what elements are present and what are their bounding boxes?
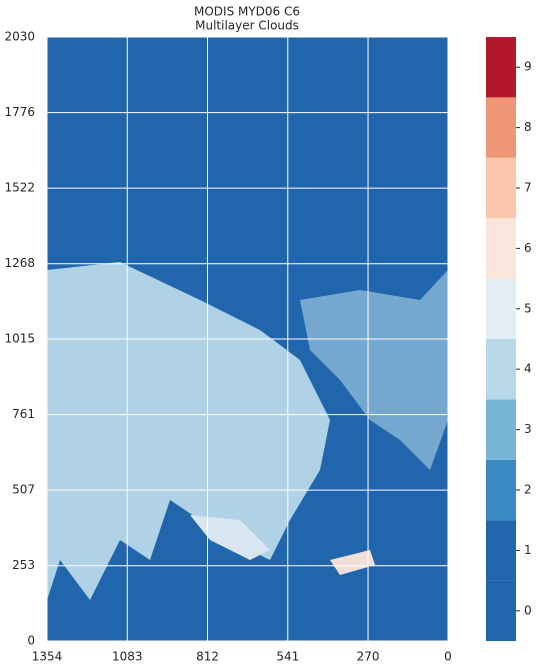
colorbar-tick-label: 3	[524, 422, 532, 436]
cloud-field	[47, 262, 448, 600]
x-tick-label: 541	[276, 650, 299, 664]
cloud-region	[190, 515, 270, 560]
colorbar-tick-label: 7	[524, 181, 532, 195]
y-tick-label: 253	[12, 558, 35, 572]
colorbar-tick-label: 5	[524, 301, 532, 315]
y-tick-label: 1522	[4, 181, 35, 195]
colorbar-segment	[486, 37, 516, 98]
y-tick-label: 1776	[4, 105, 35, 119]
cloud-region	[300, 270, 448, 470]
x-tick-label: 1354	[32, 650, 63, 664]
y-tick-label: 2030	[4, 30, 35, 44]
y-tick-label: 1268	[4, 256, 35, 270]
y-tick-label: 507	[12, 483, 35, 497]
x-tick-label: 812	[196, 650, 219, 664]
colorbar-segment	[486, 399, 516, 460]
x-tick-label: 0	[444, 650, 452, 664]
colorbar-tick-label: 6	[524, 241, 532, 255]
colorbar-segment	[486, 218, 516, 279]
colorbar-tick-label: 9	[524, 60, 532, 74]
x-tick-label: 1083	[112, 650, 143, 664]
colorbar-tick-label: 4	[524, 362, 532, 376]
colorbar-tick-label: 8	[524, 120, 532, 134]
colorbar-segment	[486, 278, 516, 339]
colorbar-segment	[486, 97, 516, 158]
colorbar-segment	[486, 459, 516, 521]
x-tick-label: 270	[357, 650, 380, 664]
y-tick-label: 0	[27, 634, 35, 648]
chart-title: MODIS MYD06 C6	[194, 5, 300, 19]
colorbar-segment	[486, 157, 516, 219]
colorbar-tick-label: 0	[524, 603, 532, 617]
colorbar-segment	[486, 339, 516, 400]
cloud-region	[330, 550, 375, 575]
colorbar-segment	[486, 520, 516, 581]
y-tick-label: 1015	[4, 332, 35, 346]
colorbar-segment	[486, 580, 516, 641]
chart-subtitle: Multilayer Clouds	[195, 19, 299, 33]
y-tick-label: 761	[12, 407, 35, 421]
colorbar-tick-label: 1	[524, 543, 532, 557]
colorbar-tick-label: 2	[524, 483, 532, 497]
cloud-region	[47, 262, 330, 600]
